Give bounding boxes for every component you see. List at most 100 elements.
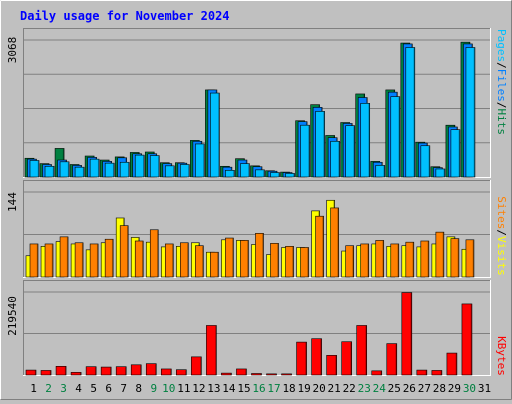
bar-pages-day-30-shade (473, 48, 475, 178)
bar-kbytes-day-8 (130, 364, 142, 376)
legend-middle: Sites/Visits (495, 196, 508, 276)
bar-pages-day-18-face (285, 173, 295, 178)
bar-sites-day-13 (210, 251, 219, 278)
labels: 1 2 3 4 5 6 7 8 9 10 11 12 13 14 15 16 17 18 19 20 21 22 23 24 2… (30, 29, 508, 395)
bar-pages-day-11-shade (188, 164, 190, 177)
day-label-11: 11 (177, 382, 190, 395)
bar-sites-day-16-shade (262, 233, 264, 277)
bar-pages-day-16-face (255, 169, 265, 178)
bar-kbytes-day-13-shade (215, 325, 217, 375)
bar-sites-day-30-face (465, 239, 475, 278)
bar-kbytes-day-7 (115, 366, 127, 376)
bar-kbytes-day-30-face (461, 303, 473, 376)
bar-kbytes-day-23-face (356, 325, 368, 376)
bar-kbytes-day-17 (266, 373, 277, 376)
bar-sites-day-27 (420, 240, 430, 278)
bar-kbytes-day-14 (221, 372, 232, 376)
bar-sites-day-1 (29, 243, 39, 278)
bar-sites-day-7 (119, 225, 129, 278)
bar-pages-day-7-face (119, 161, 130, 178)
bar-sites-day-9 (149, 229, 159, 278)
bar-sites-day-8-face (134, 240, 144, 278)
bar-sites-day-6-face (104, 238, 114, 278)
bar-kbytes-day-16-shade (260, 373, 262, 375)
day-label-12: 12 (192, 382, 205, 395)
bar-sites-day-14-face (225, 237, 234, 278)
bar-kbytes-day-14-shade (230, 373, 232, 375)
bar-kbytes-day-1 (25, 369, 37, 376)
bar-kbytes-day-18 (281, 373, 292, 376)
bar-pages-day-13-face (210, 92, 220, 178)
bar-kbytes-day-10 (160, 368, 172, 376)
bar-pages-day-23 (360, 103, 371, 178)
bar-pages-day-6-shade (112, 163, 115, 177)
bar-kbytes-day-23 (356, 325, 368, 376)
bar-kbytes-day-13 (206, 325, 217, 376)
bar-pages-day-10-shade (173, 166, 175, 177)
bar-kbytes-day-29-face (446, 352, 458, 376)
bar-pages-day-11-face (180, 164, 190, 178)
bar-sites-day-11 (180, 242, 189, 278)
bar-pages-day-25-shade (398, 97, 400, 177)
bar-pages-day-14-face (225, 170, 235, 178)
bar-pages-day-27-face (420, 145, 431, 178)
bar-kbytes-day-24 (371, 370, 383, 376)
bar-kbytes-day-17-shade (275, 374, 277, 375)
bar-kbytes-day-22-shade (350, 342, 352, 375)
day-label-5: 5 (90, 382, 97, 395)
bar-sites-day-2 (44, 243, 54, 278)
bar-kbytes-day-2 (40, 370, 52, 376)
bar-pages-day-28-shade (443, 169, 445, 177)
bar-sites-day-17-face (270, 243, 279, 278)
bar-sites-day-28 (435, 231, 445, 278)
bar-kbytes-day-14-face (221, 372, 232, 376)
bar-sites-day-29-face (450, 238, 460, 278)
bar-sites-day-9-face (149, 229, 159, 278)
bar-sites-day-21-face (330, 207, 339, 278)
bar-sites-day-10 (164, 243, 174, 278)
bar-pages-day-28 (435, 168, 446, 178)
bar-pages-day-29-shade (458, 130, 460, 177)
bar-pages-day-22-face (345, 125, 355, 178)
bar-kbytes-day-21-shade (335, 355, 337, 375)
bar-kbytes-day-9-shade (155, 364, 157, 375)
bar-sites-day-4 (74, 242, 84, 278)
bar-pages-day-17-shade (278, 173, 280, 177)
legend-pages: Pages (495, 29, 508, 62)
bar-kbytes-day-27-shade (425, 370, 427, 375)
bar-sites-day-4-shade (81, 243, 84, 277)
bar-sites-day-6 (104, 238, 114, 278)
bar-sites-day-12 (195, 245, 204, 278)
bar-pages-day-21 (330, 140, 340, 178)
bar-sites-day-2-face (44, 243, 54, 278)
bar-pages-day-8-face (134, 154, 145, 178)
panel-background (23, 280, 491, 376)
day-label-27: 27 (418, 382, 431, 395)
day-label-26: 26 (403, 382, 416, 395)
bar-pages-day-1-shade (37, 160, 39, 177)
bar-sites-day-7-face (119, 225, 129, 278)
max-value-label: 219540 (6, 296, 19, 336)
bar-pages-day-21-shade (338, 141, 340, 177)
day-label-22: 22 (343, 382, 356, 395)
bar-pages-day-17-face (270, 172, 280, 178)
bar-sites-day-7-shade (126, 226, 129, 277)
bar-pages-day-8-shade (143, 155, 145, 177)
bar-sites-day-1-shade (36, 244, 38, 277)
bar-kbytes-day-28 (431, 370, 443, 376)
bar-sites-day-29 (450, 238, 460, 278)
bar-pages-day-3-shade (67, 162, 70, 177)
bar-pages-day-9-shade (158, 156, 160, 177)
bar-pages-day-28-face (435, 168, 446, 178)
bar-sites-day-30 (465, 239, 475, 278)
bar-sites-day-4-face (74, 242, 84, 278)
day-label-6: 6 (105, 382, 112, 395)
day-label-28: 28 (433, 382, 446, 395)
bar-sites-day-5-face (89, 243, 99, 278)
bar-kbytes-day-2-face (40, 370, 52, 376)
bar-kbytes-day-23-shade (365, 325, 367, 375)
bar-sites-day-2-shade (51, 244, 54, 277)
bar-kbytes-day-6 (100, 366, 112, 376)
bar-sites-day-13-face (210, 251, 219, 278)
legend-kbytes: KBytes (495, 336, 508, 376)
